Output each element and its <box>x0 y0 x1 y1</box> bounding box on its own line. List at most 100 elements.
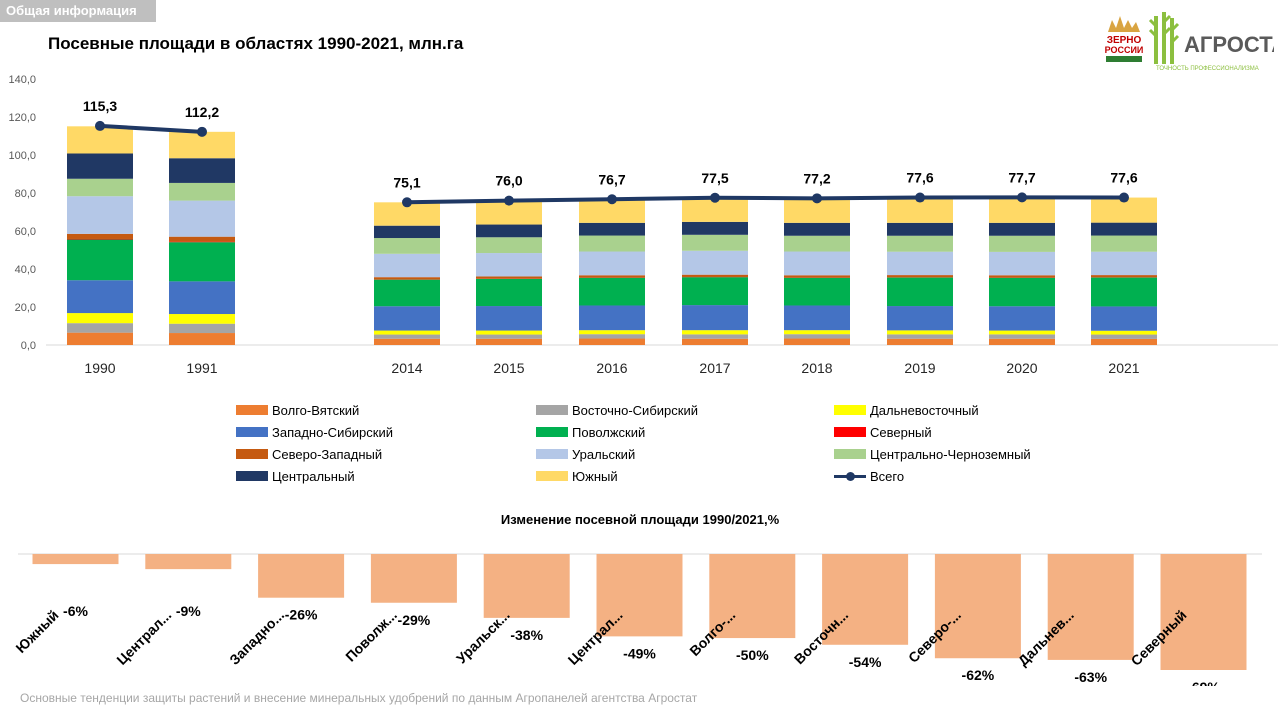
total-point <box>710 192 720 203</box>
bar-segment <box>67 238 133 240</box>
y-tick-label: 0,0 <box>21 340 36 352</box>
total-point <box>95 120 105 131</box>
bar-segment <box>989 338 1055 345</box>
bar-segment <box>374 238 440 254</box>
total-data-label: 77,5 <box>701 170 728 186</box>
bar-segment <box>887 338 953 345</box>
bar-segment <box>784 251 850 276</box>
bar-segment <box>169 314 235 324</box>
bar-segment <box>887 251 953 276</box>
total-point <box>197 126 207 137</box>
bar-segment <box>476 224 542 238</box>
bar-segment <box>887 275 953 278</box>
bar-segment <box>682 330 748 335</box>
bar-segment <box>169 158 235 183</box>
bar-segment <box>989 275 1055 278</box>
y-tick-label: 100,0 <box>8 150 36 162</box>
legend: Волго-Вятский Восточно-Сибирский Дальневос… <box>236 400 1116 490</box>
legend-item: Всего <box>834 466 904 486</box>
total-point <box>1017 192 1027 203</box>
bar-segment <box>1091 338 1157 345</box>
logo-rossii: РОССИИ <box>1105 45 1144 55</box>
bar-segment <box>887 330 953 335</box>
change-data-label: -49% <box>623 645 656 661</box>
bar-segment <box>67 323 133 333</box>
change-category-label: Южный <box>12 607 61 656</box>
bar-segment <box>989 235 1055 252</box>
bar-segment <box>682 338 748 345</box>
total-point <box>504 195 514 206</box>
legend-item: Дальневосточный <box>834 400 979 420</box>
agrostat-logo: ЗЕРНО РОССИИ АГРОСТАТ ТОЧНОСТЬ ПРОФЕССИО… <box>1102 12 1274 72</box>
bar-segment <box>579 338 645 345</box>
bar-segment <box>682 221 748 235</box>
change-data-label: -50% <box>736 647 769 663</box>
change-data-label: -63% <box>1074 669 1107 685</box>
bar-segment <box>169 200 235 237</box>
bar-segment <box>374 334 440 339</box>
x-tick-label: 2016 <box>596 360 627 376</box>
bar-segment <box>989 277 1055 307</box>
bar-segment <box>784 330 850 335</box>
change-category-label: Централ... <box>565 607 626 668</box>
bar-segment <box>989 222 1055 236</box>
change-data-label: -38% <box>510 627 543 643</box>
total-data-label: 76,7 <box>598 171 625 187</box>
bar-segment <box>169 242 235 282</box>
bar-segment <box>579 222 645 236</box>
change-category-label: Централ... <box>113 607 174 668</box>
legend-item: Северный <box>834 422 932 442</box>
change-data-label: -6% <box>63 603 88 619</box>
total-line-segment <box>508 197 613 203</box>
change-bar <box>934 554 1021 659</box>
legend-label: Северо-Западный <box>272 446 383 462</box>
bar-segment <box>169 323 235 334</box>
change-category-label: Уральск... <box>453 607 513 667</box>
bar-segment <box>374 279 440 307</box>
legend-item: Северо-Западный <box>236 444 382 464</box>
bar-segment <box>784 305 850 331</box>
legend-label: Восточно-Сибирский <box>572 402 698 418</box>
bar-segment <box>1091 277 1157 307</box>
x-tick-label: 2015 <box>493 360 524 376</box>
bar-segment <box>374 225 440 239</box>
stacked-bar-chart: 0,0 20,0 40,0 60,0 80,0 100,0 120,0 140,0 1990 19… <box>8 74 1278 376</box>
total-point <box>1119 192 1129 203</box>
total-data-label: 77,2 <box>803 170 830 186</box>
legend-swatch <box>536 471 568 481</box>
bar-segment <box>887 222 953 236</box>
legend-swatch <box>536 449 568 459</box>
bar-segment <box>67 239 133 281</box>
bar-segment <box>784 275 850 278</box>
change-bar <box>822 554 909 645</box>
bar-segment <box>476 338 542 345</box>
total-line-segment <box>611 195 716 202</box>
bar-segment <box>784 277 850 306</box>
legend-item: Уральский <box>536 444 635 464</box>
legend-label: Центрально-Черноземный <box>870 446 1031 462</box>
bar-segment <box>1091 235 1157 252</box>
x-tick-label: 2019 <box>904 360 935 376</box>
bar-segment <box>169 241 235 243</box>
legend-item: Центрально-Черноземный <box>834 444 1031 464</box>
y-tick-label: 60,0 <box>15 226 36 238</box>
total-data-label: 75,1 <box>393 174 420 190</box>
total-point <box>915 192 925 203</box>
total-data-label: 115,3 <box>83 98 117 114</box>
bar-segment <box>67 313 133 324</box>
legend-label: Центральный <box>272 468 355 484</box>
bar-segment <box>784 222 850 236</box>
bar-segment <box>476 276 542 279</box>
legend-label: Дальневосточный <box>870 402 979 418</box>
bar-segment <box>1091 334 1157 339</box>
change-bar <box>258 554 345 598</box>
logo-tagline: ТОЧНОСТЬ ПРОФЕССИОНАЛИЗМА <box>1156 66 1259 72</box>
bar-segment <box>1091 306 1157 331</box>
chart-title: Посевные площади в областях 1990-2021, м… <box>48 34 464 53</box>
bar-segment <box>374 306 440 331</box>
bar-segment <box>169 236 235 242</box>
total-data-label: 76,0 <box>495 173 522 189</box>
total-point <box>402 197 412 208</box>
change-bar-chart: -6%Южный -9%Централ... -26%Западно... -29%П… <box>12 553 1262 686</box>
legend-swatch <box>834 427 866 437</box>
